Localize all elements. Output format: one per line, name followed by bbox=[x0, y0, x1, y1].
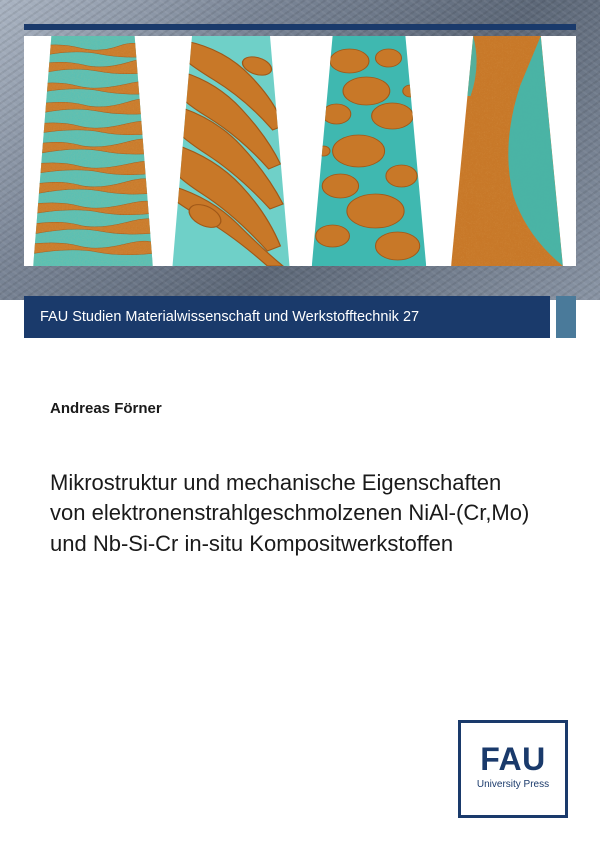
author-name: Andreas Förner bbox=[50, 400, 162, 417]
microstructure-samples-row bbox=[24, 36, 576, 266]
series-title-bar: FAU Studien Materialwissenschaft und Wer… bbox=[24, 296, 550, 338]
sample-panel-2 bbox=[166, 36, 296, 266]
publisher-logo-text: FAU bbox=[480, 743, 546, 775]
sample-panel-3 bbox=[304, 36, 434, 266]
series-accent-block bbox=[556, 296, 576, 338]
sample-panel-1 bbox=[28, 36, 158, 266]
sample-panel-4 bbox=[442, 36, 572, 266]
publisher-logo-subtext: University Press bbox=[477, 779, 549, 790]
publisher-logo: FAU University Press bbox=[458, 720, 568, 818]
book-title: Mikrostruktur und mechanische Eigenschaf… bbox=[50, 468, 530, 559]
top-rule bbox=[24, 24, 576, 30]
series-title-text: FAU Studien Materialwissenschaft und Wer… bbox=[40, 309, 419, 325]
